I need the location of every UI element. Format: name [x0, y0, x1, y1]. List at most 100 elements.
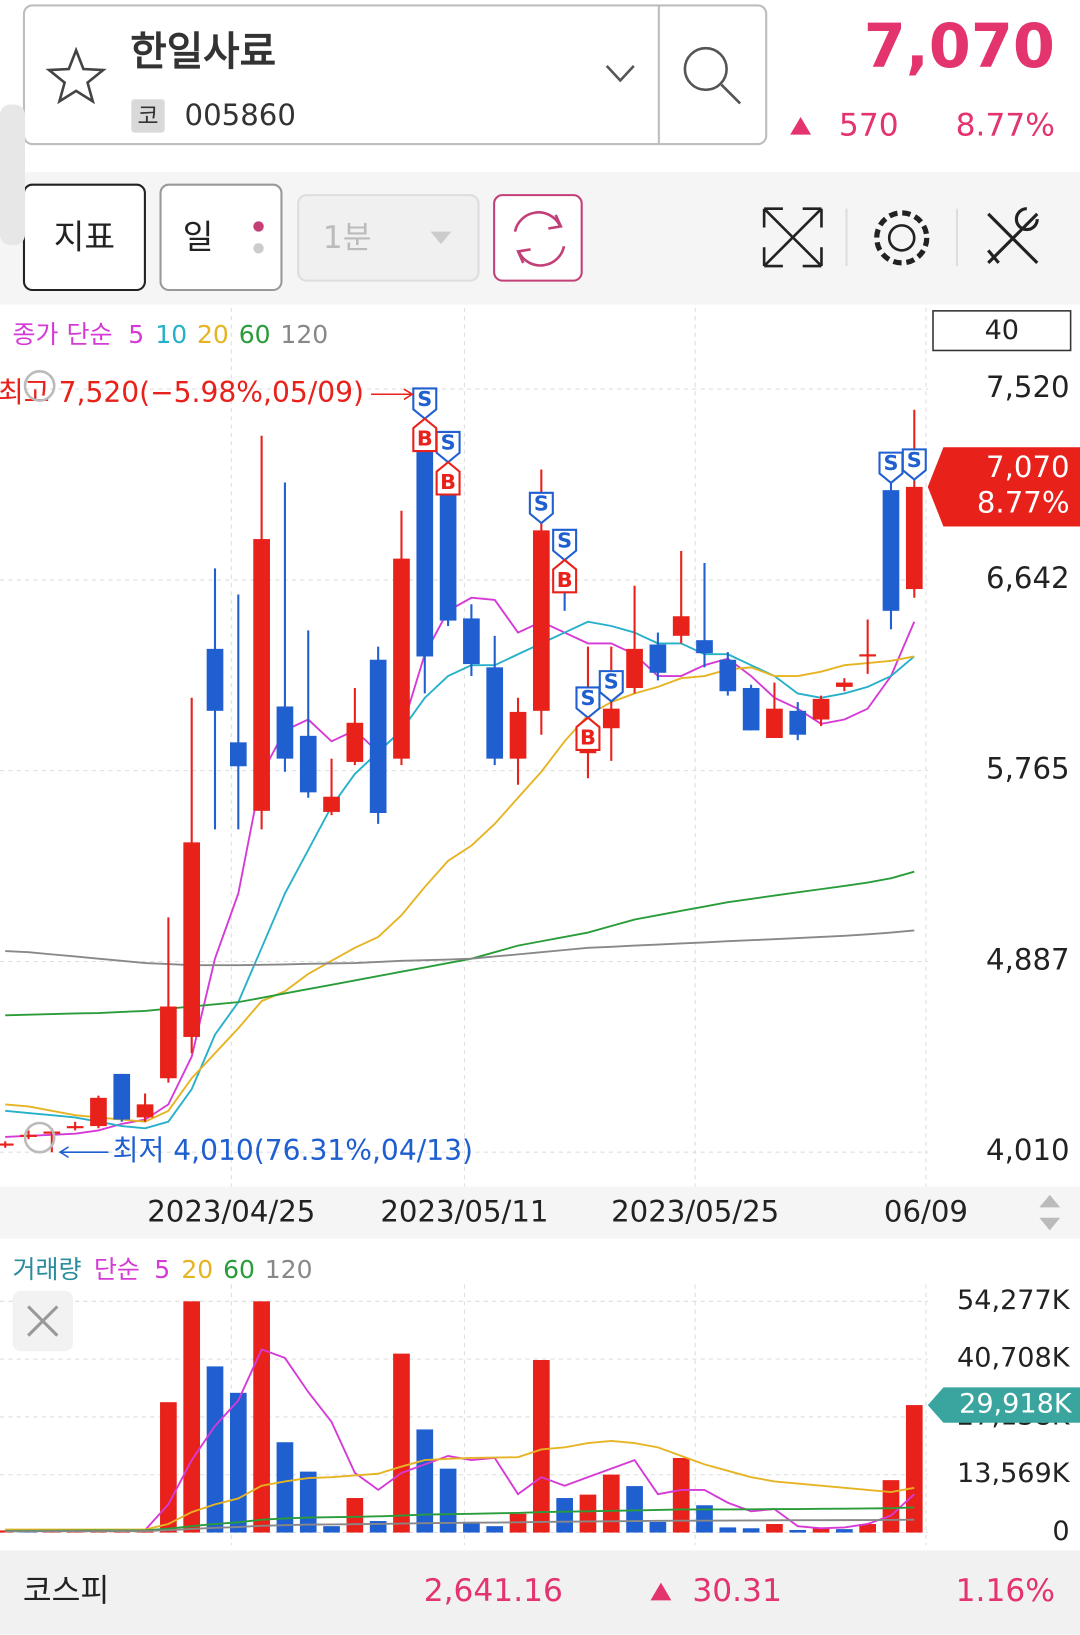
volume-bar — [160, 1402, 177, 1533]
signal-marker — [878, 451, 904, 485]
price-axis — [927, 304, 1080, 1187]
candle-body — [836, 682, 853, 687]
signal-label: B — [557, 568, 573, 592]
search-box[interactable] — [22, 4, 768, 146]
volume-bar — [229, 1392, 247, 1533]
volume-bar — [742, 1528, 760, 1533]
signal-label: S — [441, 430, 456, 454]
up-arrow — [790, 116, 812, 135]
volume-bar — [486, 1526, 504, 1533]
price-change: 570 — [839, 107, 899, 143]
y-tick-label: 5,765 — [986, 752, 1070, 786]
market-index: 2,641.16 — [424, 1573, 563, 1609]
candle-body — [346, 722, 364, 762]
dot — [253, 221, 264, 232]
legend: 5 10 20 60 120 — [128, 320, 328, 349]
price-marks — [0, 389, 923, 1153]
price-change-pct: 8.77% — [956, 107, 1055, 143]
x-tick-label: 06/09 — [884, 1195, 968, 1229]
signal-marker — [412, 417, 438, 453]
volume-bar — [649, 1521, 667, 1533]
candle-body — [602, 708, 620, 729]
candle-body — [905, 486, 923, 590]
refresh-icon — [513, 211, 566, 267]
price-tag-pct: 8.77% — [977, 486, 1070, 520]
candle-body — [509, 711, 527, 759]
dropdown-chevron[interactable] — [605, 64, 635, 83]
candle-body — [276, 706, 294, 759]
volume-bar — [579, 1494, 597, 1533]
favorite-star[interactable] — [45, 46, 107, 105]
volume-bar — [719, 1527, 737, 1533]
candle-body — [742, 687, 760, 731]
stock-code: 005860 — [185, 98, 296, 132]
volume-bar — [299, 1471, 317, 1533]
y-tick-label: 13,569K — [957, 1458, 1071, 1489]
minute-button[interactable] — [297, 194, 480, 282]
signal-label: S — [557, 528, 572, 552]
volume-bar — [532, 1360, 550, 1533]
settings-icon[interactable] — [887, 224, 916, 252]
volume-bar — [859, 1524, 877, 1533]
candle-body — [649, 644, 667, 673]
candle-body — [323, 796, 340, 812]
code-badge-bg — [131, 99, 165, 133]
volume-bar — [206, 1366, 224, 1533]
period-button[interactable] — [159, 183, 283, 292]
refresh-arrows — [516, 214, 563, 264]
scale-toggle[interactable] — [1039, 1194, 1061, 1231]
y-tick-label: 40,708K — [957, 1343, 1071, 1374]
refresh-button[interactable] — [493, 194, 583, 282]
candle-body — [463, 618, 480, 665]
volume-bar — [183, 1301, 201, 1533]
y-tick-label: 0 — [1052, 1516, 1069, 1547]
market-change: 30.31 — [692, 1573, 782, 1609]
candle-body — [183, 842, 201, 1037]
count-value: 40 — [985, 315, 1019, 346]
candle-body — [439, 469, 457, 621]
expand-icon[interactable] — [762, 207, 823, 268]
volume-label: 거래량 — [13, 1255, 82, 1284]
x-tick-label: 2023/04/25 — [147, 1195, 315, 1229]
x-tick-label: 2023/05/11 — [380, 1195, 548, 1229]
candle-body — [299, 735, 317, 793]
y-tick-label: 6,642 — [986, 561, 1070, 595]
candle-body — [66, 1126, 84, 1129]
legend-entry: 5 — [128, 320, 144, 349]
candle-body — [672, 616, 690, 636]
tools-icon[interactable] — [987, 207, 1039, 265]
market-change-pct: 1.16% — [956, 1573, 1055, 1609]
candle-body — [789, 710, 807, 735]
legend-entry: 60 — [223, 1255, 255, 1284]
volume-bar — [602, 1474, 620, 1533]
count-box[interactable] — [932, 310, 1072, 352]
legend-entry: 120 — [280, 320, 328, 349]
candle-body — [532, 530, 550, 711]
search-icon-handle — [720, 83, 742, 105]
candle-body — [696, 640, 713, 654]
volume-bar — [812, 1527, 830, 1533]
period-label: 일 — [183, 217, 214, 256]
volume-bar — [789, 1529, 807, 1533]
signal-marker — [412, 387, 438, 421]
legend-entry: 120 — [265, 1255, 313, 1284]
signal-marker — [435, 460, 461, 496]
volume-bar — [905, 1405, 923, 1533]
y-tick-label: 7,520 — [986, 370, 1070, 404]
candle-body — [90, 1097, 107, 1127]
volume-bar — [416, 1429, 434, 1533]
signal-label: S — [534, 491, 549, 515]
legend-entry: 5 — [154, 1255, 170, 1284]
search-icon[interactable] — [683, 46, 728, 92]
current-price: 7,070 — [864, 12, 1055, 82]
legend-entry: 20 — [197, 320, 229, 349]
y-tick-label: 54,277K — [957, 1285, 1071, 1316]
volume-bar — [672, 1457, 690, 1533]
signal-marker — [552, 558, 578, 594]
signal-label: S — [417, 387, 432, 411]
volume-bar — [253, 1301, 270, 1533]
candle-body — [766, 708, 783, 739]
side-handle[interactable] — [0, 104, 26, 246]
signal-marker — [598, 670, 624, 703]
